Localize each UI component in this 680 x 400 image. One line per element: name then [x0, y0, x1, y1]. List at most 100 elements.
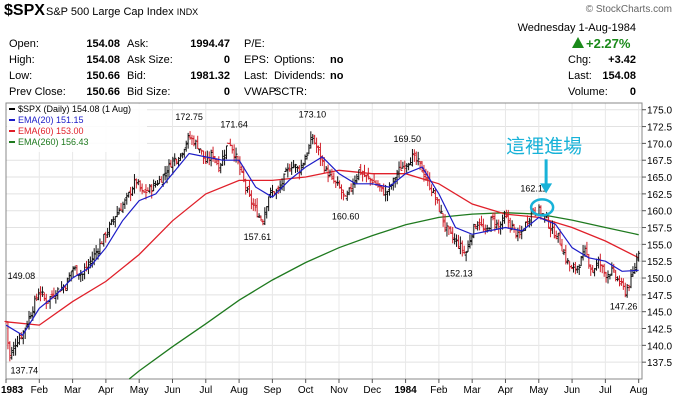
- exchange-label: INDX: [176, 7, 199, 17]
- ema60-path: [5, 169, 639, 326]
- y-tick-label: 160.0: [647, 207, 672, 218]
- x-tick-label: Sep: [263, 385, 281, 396]
- change-value: +3.42: [608, 54, 636, 66]
- x-tick-label: Jul: [599, 385, 612, 396]
- x-tick-label: Jun: [164, 385, 180, 396]
- low-value: 150.66: [86, 70, 120, 82]
- y-tick-label: 152.5: [647, 257, 672, 268]
- chart-legend: $SPX (Daily) 154.08 (1 Aug)EMA(20) 151.1…: [7, 104, 147, 152]
- y-tick-label: 157.5: [647, 224, 672, 235]
- y-tick-label: 147.5: [647, 291, 672, 302]
- legend-background: [7, 104, 147, 152]
- last-price-value: 154.08: [602, 70, 636, 82]
- y-tick-label: 162.5: [647, 190, 672, 201]
- low-label: Low:: [9, 70, 33, 82]
- ask-value: 1994.47: [190, 38, 230, 50]
- ema260-path: [128, 212, 639, 380]
- y-axis: 137.5 140.0 142.5 145.0 147.5 150.0 152.5 155.0…: [642, 106, 672, 369]
- eps-label: EPS:: [244, 54, 270, 66]
- y-tick-label: 137.5: [647, 358, 672, 369]
- price-annotation: 152.13: [445, 269, 473, 279]
- y-tick-label: 150.0: [647, 274, 672, 285]
- price-annotation: 172.75: [175, 112, 203, 122]
- security-name-text: S&P 500 Large Cap Index: [46, 6, 174, 18]
- x-axis: 1983 Feb Mar Apr May Jun Jul Aug Sep Oct Nov Dec 198…: [1, 379, 648, 396]
- ask-size-value: 0: [223, 54, 230, 66]
- price-chart: 137.5 140.0 142.5 145.0 147.5 150.0 152.5 155.0…: [1, 102, 672, 396]
- ask-label: Ask:: [127, 38, 149, 50]
- x-tick-label: Aug: [230, 385, 248, 396]
- price-annotation: 169.50: [393, 134, 421, 144]
- volume-value: 0: [629, 86, 636, 98]
- price-annotation: 157.61: [244, 232, 272, 242]
- dividends-value: no: [330, 70, 344, 82]
- y-tick-label: 165.0: [647, 173, 672, 184]
- price-annotation: 160.60: [332, 212, 360, 222]
- bid-size-value: 0: [223, 86, 230, 98]
- y-tick-label: 145.0: [647, 308, 672, 319]
- x-tick-label: Apr: [98, 385, 114, 396]
- price-annotation: 171.64: [220, 119, 248, 129]
- entry-callout: 這裡進場: [506, 135, 582, 217]
- x-tick-label: 1984: [394, 385, 417, 396]
- ema260-line: [128, 212, 639, 380]
- price-annotation: 147.26: [610, 301, 638, 311]
- plot-frame: [5, 102, 643, 380]
- stockcharts-logo: © StockCharts.com: [585, 4, 672, 15]
- x-tick-label: Feb: [430, 385, 448, 396]
- ema20-path: [5, 152, 639, 337]
- vwap-label: VWAP:: [244, 86, 280, 98]
- options-value: no: [330, 54, 344, 66]
- up-arrow-icon: [572, 37, 584, 48]
- entry-callout-text: 這裡進場: [506, 135, 582, 157]
- price-annotation: 173.10: [299, 110, 327, 120]
- x-tick-label: May: [130, 385, 149, 396]
- ask-size-label: Ask Size:: [127, 54, 173, 66]
- prev-close-label: Prev Close:: [9, 86, 66, 98]
- y-tick-label: 167.5: [647, 156, 672, 167]
- x-tick-label: May: [529, 385, 548, 396]
- y-tick-label: 172.5: [647, 123, 672, 134]
- bid-value: 1981.32: [190, 70, 230, 82]
- price-annotation: 149.08: [8, 271, 36, 281]
- quote-header: $SPX S&P 500 Large Cap Index INDX © Stoc…: [0, 0, 680, 100]
- prev-close-value: 150.66: [86, 86, 120, 98]
- dividends-label: Dividends:: [274, 70, 326, 82]
- last-label: Last:: [244, 70, 268, 82]
- change-label: Chg:: [568, 54, 592, 66]
- ema60-line: [5, 169, 639, 326]
- bid-size-label: Bid Size:: [127, 86, 171, 98]
- x-tick-label: Jun: [564, 385, 580, 396]
- x-tick-label: Nov: [330, 385, 348, 396]
- last-price-label: Last:: [568, 70, 592, 82]
- price-annotation: 137.74: [11, 366, 39, 376]
- high-label: High:: [9, 54, 35, 66]
- sctr-label: SCTR:: [274, 86, 307, 98]
- legend-entry: EMA(260) 156.43: [18, 137, 89, 147]
- y-tick-label: 170.0: [647, 139, 672, 150]
- y-tick-label: 175.0: [647, 106, 672, 117]
- legend-entry: EMA(20) 151.15: [18, 115, 84, 125]
- ema20-line: [5, 152, 639, 337]
- change-percent: +2.27%: [586, 36, 631, 51]
- volume-label: Volume:: [568, 86, 608, 98]
- quote-date: Wednesday 1-Aug-1984: [517, 22, 636, 34]
- x-tick-label: Apr: [498, 385, 514, 396]
- x-tick-label: Jul: [199, 385, 212, 396]
- options-label: Options:: [274, 54, 315, 66]
- x-tick-label: Mar: [464, 385, 482, 396]
- ticker-symbol: $SPX: [4, 2, 45, 19]
- price-annotation: 162.11: [520, 184, 547, 194]
- entry-arrow-icon: [540, 183, 553, 194]
- price-annotations: 149.08 137.74 172.75 171.64 157.61 173.10 160.…: [8, 110, 638, 376]
- x-tick-label: Oct: [298, 385, 314, 396]
- legend-entry: $SPX (Daily) 154.08 (1 Aug): [18, 104, 131, 114]
- y-tick-label: 142.5: [647, 325, 672, 336]
- high-value: 154.08: [86, 54, 120, 66]
- y-tick-label: 155.0: [647, 240, 672, 251]
- x-tick-label: Dec: [363, 385, 381, 396]
- bid-label: Bid:: [127, 70, 146, 82]
- security-name: S&P 500 Large Cap Index INDX: [46, 6, 198, 18]
- x-tick-label: Aug: [630, 385, 648, 396]
